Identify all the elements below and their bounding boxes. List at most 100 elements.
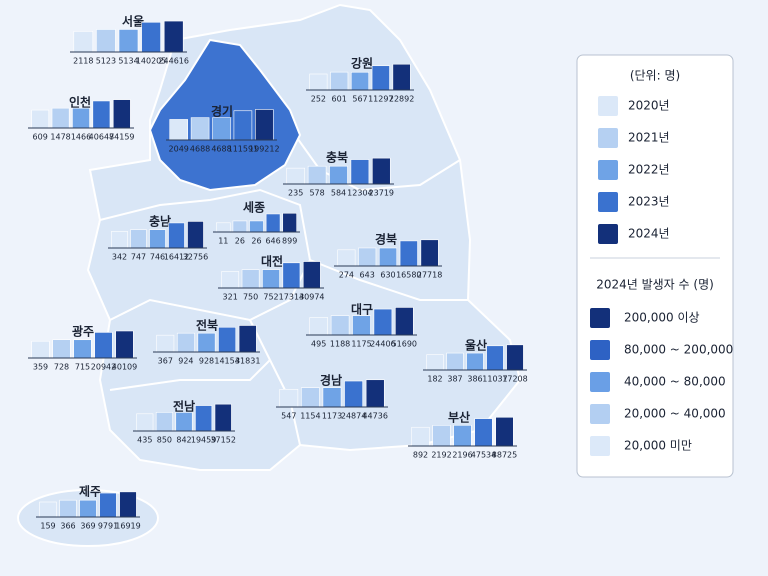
region-name: 울산 <box>465 338 487 353</box>
value-label: 182 <box>427 375 442 384</box>
bar <box>238 325 257 353</box>
legend-label: 2023년 <box>628 195 670 209</box>
value-label: 27718 <box>417 271 442 280</box>
value-label: 369 <box>80 522 95 531</box>
value-label: 235 <box>288 189 303 198</box>
bar <box>52 339 71 359</box>
bar <box>111 231 128 249</box>
bar <box>51 107 70 129</box>
region-name: 부산 <box>448 410 470 425</box>
bar <box>249 220 264 233</box>
bar <box>73 339 92 359</box>
region-name: 충남 <box>149 214 171 229</box>
bar <box>31 340 50 359</box>
legend-swatch <box>590 308 610 328</box>
bar <box>195 405 213 432</box>
bar <box>286 167 305 185</box>
legend-label: 20,000 ~ 40,000 <box>624 407 726 421</box>
bar <box>453 424 472 447</box>
legend-label: 80,000 ~ 200,000 <box>624 343 733 357</box>
value-label: 747 <box>131 253 146 262</box>
bar <box>279 389 299 408</box>
province-border <box>309 259 468 301</box>
region-name: 강원 <box>351 57 373 71</box>
region-name: 대구 <box>351 303 373 317</box>
value-label: 40648 <box>89 133 114 142</box>
bar <box>395 307 414 336</box>
bar <box>372 157 391 185</box>
value-label: 111591 <box>228 145 259 154</box>
value-label: 24874 <box>341 412 366 421</box>
value-label: 30974 <box>299 293 324 302</box>
bar <box>302 261 321 289</box>
value-label: 44736 <box>362 412 387 421</box>
bar <box>301 387 320 408</box>
bar <box>99 492 117 518</box>
bar <box>378 247 398 267</box>
value-label: 12304 <box>347 189 372 198</box>
bar <box>282 262 301 289</box>
gyeonggi-area <box>148 38 302 192</box>
bar <box>446 352 464 371</box>
value-label: 19459 <box>191 436 216 445</box>
bar <box>216 222 231 233</box>
bar <box>115 330 134 359</box>
class-title: 2024년 발생자 수 (명) <box>596 278 714 292</box>
value-label: 899 <box>282 237 297 246</box>
bar <box>155 412 173 432</box>
value-label: 578 <box>309 189 324 198</box>
region-name: 서울 <box>122 14 144 29</box>
value-label: 359 <box>33 363 48 372</box>
value-label: 199212 <box>249 145 280 154</box>
legend-label: 20,000 미만 <box>624 439 692 453</box>
legend-swatch <box>590 404 610 424</box>
bar <box>322 387 342 408</box>
value-label: 643 <box>360 271 375 280</box>
value-label: 1478 <box>50 133 70 142</box>
bar <box>309 317 328 336</box>
bar <box>197 332 216 353</box>
legend-swatch <box>598 160 618 180</box>
bar <box>168 222 185 249</box>
value-label: 16919 <box>115 522 140 531</box>
legend-swatch <box>590 372 610 392</box>
value-label: 9791 <box>98 522 118 531</box>
legend-label: 40,000 ~ 80,000 <box>624 375 726 389</box>
value-label: 584 <box>331 189 346 198</box>
region-name: 광주 <box>72 324 94 339</box>
unit-label: (단위: 명) <box>630 69 680 83</box>
bar <box>221 271 240 289</box>
value-label: 26 <box>251 237 261 246</box>
bar <box>190 117 210 141</box>
bar <box>330 71 349 91</box>
province-border <box>109 359 271 391</box>
value-label: 37152 <box>210 436 235 445</box>
bar <box>31 109 50 129</box>
value-label: 435 <box>137 436 152 445</box>
value-label: 321 <box>223 293 238 302</box>
bar <box>432 424 451 447</box>
bar <box>282 212 297 233</box>
value-label: 728 <box>54 363 69 372</box>
legend-label: 200,000 이상 <box>624 311 700 325</box>
bar <box>486 345 504 371</box>
bar <box>399 240 418 267</box>
bar <box>96 29 116 53</box>
bar <box>72 107 90 129</box>
bar <box>141 21 161 53</box>
bar <box>307 165 327 185</box>
value-label: 630 <box>380 271 395 280</box>
region-name: 전북 <box>196 318 218 333</box>
value-label: 17314 <box>279 293 304 302</box>
bar <box>420 239 439 267</box>
